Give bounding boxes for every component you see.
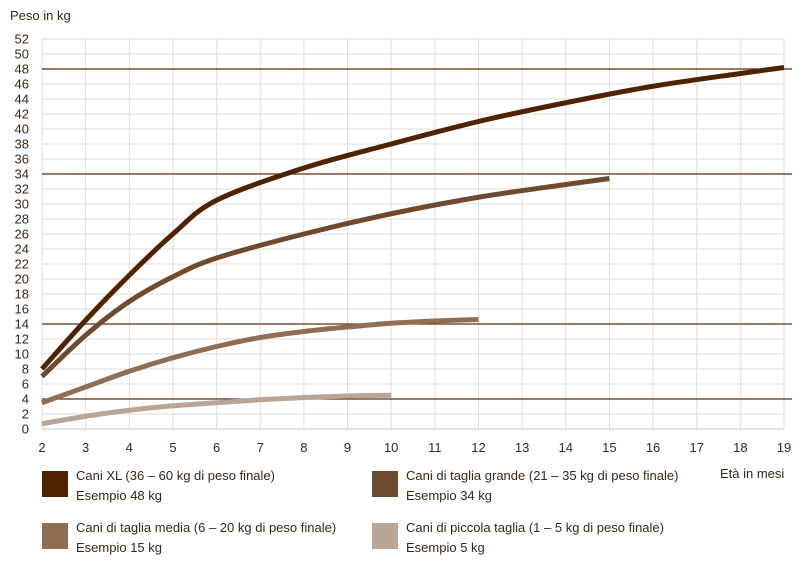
x-tick-label: 10	[384, 440, 398, 455]
y-tick-label: 0	[22, 422, 29, 437]
x-tick-label: 12	[471, 440, 485, 455]
x-tick-label: 9	[344, 440, 351, 455]
y-tick-label: 8	[22, 362, 29, 377]
y-tick-label: 22	[15, 257, 29, 272]
y-tick-label: 46	[15, 77, 29, 92]
x-tick-label: 2	[38, 440, 45, 455]
series-line	[41, 392, 392, 427]
y-tick-label: 30	[15, 197, 29, 212]
legend-swatch	[372, 523, 398, 549]
x-tick-label: 7	[257, 440, 264, 455]
y-tick-label: 4	[22, 392, 29, 407]
y-tick-label: 10	[15, 347, 29, 362]
y-tick-label: 24	[15, 242, 29, 257]
legend-example: Esempio 34 kg	[406, 488, 492, 503]
x-tick-label: 18	[733, 440, 747, 455]
y-tick-label: 52	[15, 32, 29, 47]
legend-label: Cani di piccola taglia (1 – 5 kg di peso…	[406, 520, 664, 535]
legend-example: Esempio 15 kg	[76, 540, 162, 555]
x-tick-label: 13	[515, 440, 529, 455]
y-tick-label: 6	[22, 377, 29, 392]
x-tick-label: 17	[689, 440, 703, 455]
y-tick-label: 12	[15, 332, 29, 347]
legend-item: Cani di piccola taglia (1 – 5 kg di peso…	[372, 518, 664, 558]
y-tick-label: 34	[15, 167, 29, 182]
legend-item: Cani di taglia media (6 – 20 kg di peso …	[42, 518, 336, 558]
y-tick-label: 38	[15, 137, 29, 152]
series-line	[40, 176, 610, 379]
y-tick-label: 18	[15, 287, 29, 302]
y-tick-label: 28	[15, 212, 29, 227]
y-tick-label: 40	[15, 122, 29, 137]
x-tick-label: 4	[126, 440, 133, 455]
series-line	[40, 65, 785, 371]
y-tick-label: 14	[15, 317, 29, 332]
legend-example: Esempio 5 kg	[406, 540, 485, 555]
y-tick-label: 2	[22, 407, 29, 422]
x-tick-label: 11	[428, 440, 442, 455]
legend-example: Esempio 48 kg	[76, 488, 162, 503]
y-tick-label: 26	[15, 227, 29, 242]
legend-swatch	[42, 523, 68, 549]
series-line	[41, 317, 479, 406]
y-axis-label: Peso in kg	[10, 8, 71, 23]
legend-item: Cani XL (36 – 60 kg di peso finale) Esemp…	[42, 466, 275, 506]
legend-label: Cani di taglia media (6 – 20 kg di peso …	[76, 520, 337, 535]
y-tick-label: 36	[15, 152, 29, 167]
x-tick-label: 16	[646, 440, 660, 455]
legend-swatch	[372, 471, 398, 497]
x-tick-label: 14	[559, 440, 573, 455]
x-tick-label: 8	[300, 440, 307, 455]
x-tick-label: 5	[169, 440, 176, 455]
y-tick-label: 48	[15, 62, 29, 77]
x-tick-label: 19	[777, 440, 791, 455]
y-tick-label: 20	[15, 272, 29, 287]
x-tick-label: 15	[602, 440, 616, 455]
y-tick-label: 44	[15, 92, 29, 107]
x-tick-label: 6	[213, 440, 220, 455]
x-tick-label: 3	[82, 440, 89, 455]
legend-label: Cani XL (36 – 60 kg di peso finale)	[76, 468, 275, 483]
legend-swatch	[42, 471, 68, 497]
legend-item: Cani di taglia grande (21 – 35 kg di pes…	[372, 466, 678, 506]
y-tick-label: 16	[15, 302, 29, 317]
legend-label: Cani di taglia grande (21 – 35 kg di pes…	[406, 468, 679, 483]
y-tick-label: 32	[15, 182, 29, 197]
y-tick-label: 50	[15, 47, 29, 62]
y-tick-label: 42	[15, 107, 29, 122]
x-axis-label: Età in mesi	[720, 466, 785, 481]
